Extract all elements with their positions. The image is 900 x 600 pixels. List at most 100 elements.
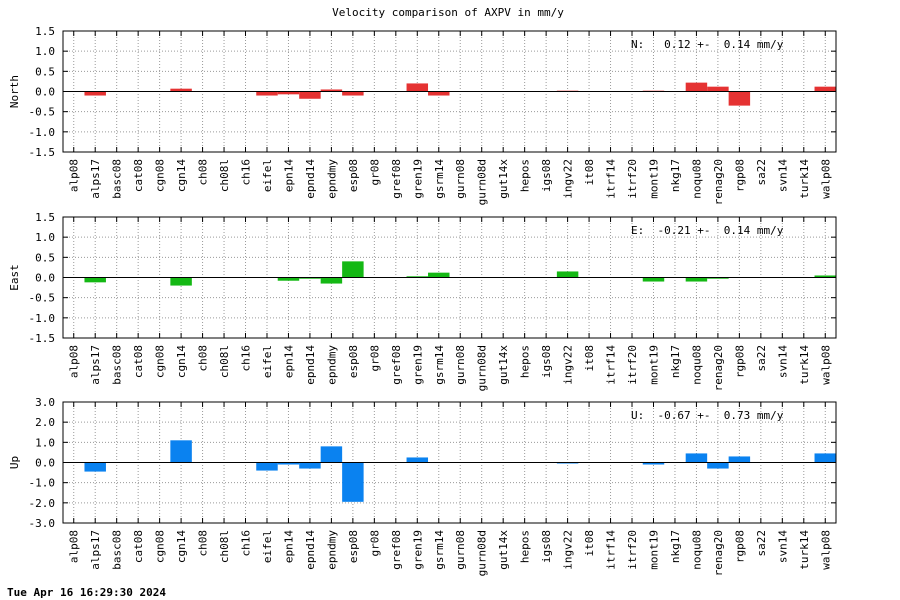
x-tick-label: epnd14 [304,159,317,199]
x-tick-label: rgp08 [733,530,746,563]
x-tick-label: alp08 [68,530,81,563]
x-tick-label: ch08 [197,530,210,557]
bar-epndmy [320,446,343,463]
bar-epnd14 [299,462,321,469]
x-tick-label: ch08 [197,159,210,186]
x-tick-label: epn14 [282,159,295,192]
bar-walp08 [814,86,836,92]
x-tick-label: alp08 [68,345,81,378]
x-tick-label: epndmy [325,345,338,385]
y-tick-label: -3.0 [29,517,56,530]
x-tick-label: alps17 [89,159,102,199]
y-tick-label: 0.0 [35,86,55,99]
x-tick-label: ingv22 [562,345,575,385]
x-tick-label: ch08l [218,345,231,378]
x-tick-label: svn14 [776,345,789,378]
bar-cgn14 [170,88,192,92]
x-tick-label: it08 [583,159,596,186]
x-tick-label: noqu08 [690,530,703,570]
bar-cgn14 [170,440,192,463]
x-tick-label: igs08 [540,345,553,378]
x-tick-label: itrf20 [626,530,639,570]
x-tick-label: walp08 [819,345,832,385]
x-tick-label: sa22 [755,159,768,186]
x-tick-label: esp08 [347,530,360,563]
bar-renag20 [707,277,729,279]
x-tick-label: itrf20 [626,159,639,199]
bar-epnd14 [299,91,321,99]
x-tick-label: cgn14 [175,530,188,563]
x-tick-label: gsrm14 [433,530,446,570]
bar-epnd14 [299,277,321,279]
x-tick-label: itrf20 [626,345,639,385]
chart-title: Velocity comparison of AXPV in mm/y [332,6,564,19]
x-tick-label: alps17 [89,345,102,385]
x-tick-label: nkg17 [669,530,682,563]
stats-annotation: U: -0.67 +- 0.73 mm/y [631,409,784,422]
x-tick-label: ch16 [240,345,253,372]
x-tick-label: renag20 [712,530,725,576]
x-tick-label: mont19 [647,530,660,570]
y-axis-label: East [8,264,21,291]
x-tick-label: hepos [519,159,532,192]
x-tick-label: rgp08 [733,159,746,192]
x-tick-label: svn14 [776,159,789,192]
y-tick-label: -1.0 [29,126,56,139]
y-tick-label: 2.0 [35,416,55,429]
bar-walp08 [814,453,836,463]
x-tick-label: igs08 [540,530,553,563]
y-tick-label: 0.5 [35,251,55,264]
x-tick-label: epndmy [325,159,338,199]
x-tick-label: walp08 [819,530,832,570]
x-tick-label: renag20 [712,159,725,205]
x-tick-label: gr08 [368,530,381,557]
x-tick-label: gut14x [497,530,510,570]
x-tick-label: epnd14 [304,530,317,570]
bar-renag20 [707,86,729,92]
bar-gsrm14 [428,272,450,278]
x-tick-label: gurn08 [454,530,467,570]
x-tick-label: ch16 [240,159,253,186]
bar-mont19 [642,462,665,465]
x-tick-label: ingv22 [562,530,575,570]
x-tick-label: ch08l [218,530,231,563]
bar-eifel [256,91,278,96]
x-tick-label: gut14x [497,345,510,385]
bar-walp08 [814,275,836,278]
x-tick-label: it08 [583,345,596,372]
x-tick-label: cgn08 [154,530,167,563]
x-tick-label: noqu08 [690,159,703,199]
x-tick-label: epn14 [282,345,295,378]
stats-annotation: E: -0.21 +- 0.14 mm/y [631,224,784,237]
y-axis-label: Up [8,456,21,469]
x-tick-label: cgn14 [175,345,188,378]
bar-esp08 [342,91,364,96]
x-tick-label: cgn08 [154,345,167,378]
bar-eifel [256,462,278,471]
bar-renag20 [707,462,729,469]
bar-gren19 [406,83,429,92]
bar-epn14 [277,277,300,281]
x-tick-label: ingv22 [562,159,575,199]
x-tick-label: gurn08d [476,159,489,205]
bar-alps17 [84,462,106,472]
bar-epn14 [277,91,300,95]
bar-epndmy [320,89,343,92]
y-tick-label: 1.0 [35,45,55,58]
x-tick-label: svn14 [776,530,789,563]
x-tick-label: mont19 [647,345,660,385]
y-tick-label: 1.5 [35,25,55,38]
x-tick-label: sa22 [755,530,768,557]
x-tick-label: mont19 [647,159,660,199]
bar-cgn14 [170,277,192,286]
bar-rgp08 [728,456,751,463]
bar-ingv22 [556,271,579,278]
x-tick-label: alp08 [68,159,81,192]
panel-up: -3.0 -2.0 -1.0 0.0 1.0 2.0 3.0 alp08 alps17 basc0… [8,396,837,576]
y-tick-label: -1.5 [29,332,56,345]
x-tick-label: ch08 [197,345,210,372]
x-tick-label: gren19 [411,345,424,385]
bar-ingv22 [556,462,579,464]
y-tick-label: 0.0 [35,457,55,470]
x-tick-label: epn14 [282,530,295,563]
